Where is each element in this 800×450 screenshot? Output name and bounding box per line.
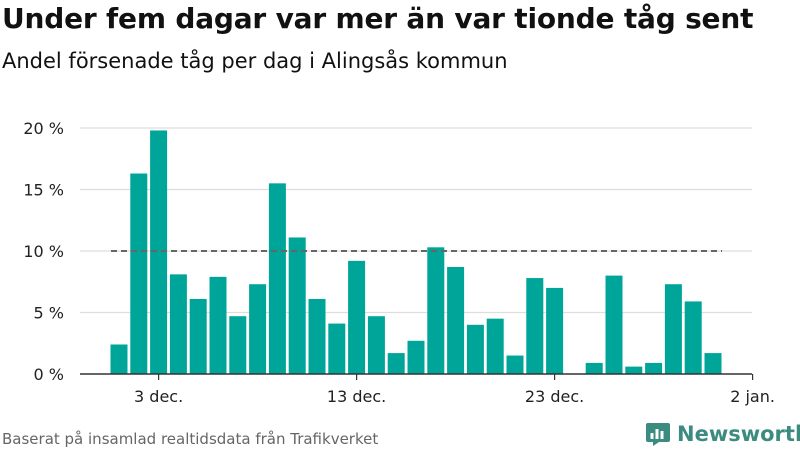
- bar: [189, 298, 207, 374]
- bar: [229, 316, 247, 374]
- bar: [367, 316, 385, 374]
- bar: [130, 173, 148, 374]
- bar: [605, 275, 623, 374]
- bar: [308, 298, 326, 374]
- source-note: Baserat på insamlad realtidsdata från Tr…: [2, 430, 379, 448]
- bar: [645, 362, 663, 374]
- bar: [506, 355, 524, 374]
- newsworthy-icon: [646, 423, 670, 446]
- bar: [110, 344, 128, 374]
- bar: [288, 237, 306, 374]
- x-tick-label: 13 dec.: [327, 387, 386, 406]
- bar: [486, 318, 504, 374]
- brand-name: Newsworthy: [677, 422, 800, 446]
- y-tick-label: 20 %: [23, 119, 64, 138]
- bar: [466, 324, 484, 374]
- x-tick-label: 23 dec.: [525, 387, 584, 406]
- bar: [427, 247, 445, 374]
- bar: [328, 323, 346, 374]
- bar: [704, 353, 722, 374]
- y-tick-label: 0 %: [34, 365, 64, 384]
- x-tick-label: 3 dec.: [134, 387, 183, 406]
- chart-subtitle: Andel försenade tåg per dag i Alingsås k…: [2, 49, 508, 73]
- newsworthy-logo[interactable]: Newsworthy: [645, 421, 800, 447]
- bar: [209, 276, 227, 374]
- y-tick-label: 15 %: [23, 181, 64, 200]
- bar: [249, 284, 267, 374]
- bar: [150, 130, 168, 374]
- y-tick-label: 5 %: [34, 304, 64, 323]
- bar: [169, 274, 187, 374]
- bar-chart: 0 % 5 % 10 % 15 % 20 % 3 dec. 13 dec. 23 dec. 2 …: [23, 119, 775, 406]
- x-tick-label: 2 jan.: [730, 387, 775, 406]
- bar: [585, 362, 603, 374]
- bar: [348, 260, 366, 374]
- bar: [447, 266, 465, 374]
- bar: [664, 284, 682, 374]
- bar: [546, 287, 564, 374]
- bar: [407, 340, 425, 374]
- bar: [526, 278, 544, 374]
- bar: [625, 366, 643, 374]
- bar: [268, 183, 286, 374]
- y-tick-label: 10 %: [23, 242, 64, 261]
- bar: [387, 353, 405, 374]
- chart-title: Under fem dagar var mer än var tionde tå…: [2, 2, 754, 35]
- bar: [684, 301, 702, 374]
